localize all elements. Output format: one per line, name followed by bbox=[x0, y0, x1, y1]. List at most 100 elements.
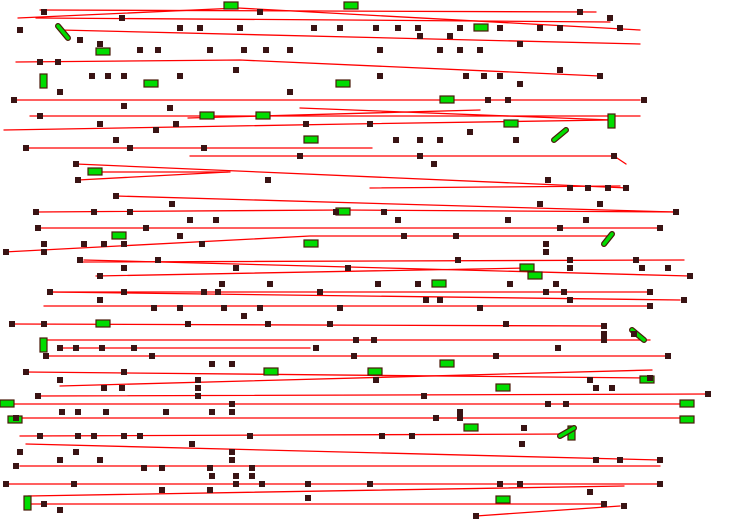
pad bbox=[0, 399, 15, 408]
pin-node bbox=[393, 137, 399, 143]
wire-route bbox=[25, 371, 651, 379]
wire-route bbox=[39, 9, 597, 13]
pin-node bbox=[209, 361, 215, 367]
pin-node bbox=[101, 385, 107, 391]
pin-node bbox=[37, 433, 43, 439]
wire-route bbox=[299, 107, 613, 121]
pin-node bbox=[457, 409, 463, 415]
pin-node bbox=[437, 297, 443, 303]
pin-node bbox=[567, 257, 573, 263]
wire-route bbox=[19, 433, 571, 437]
pin-node bbox=[585, 185, 591, 191]
pin-node bbox=[127, 145, 133, 151]
pin-node bbox=[71, 481, 77, 487]
pin-node bbox=[557, 25, 563, 31]
pin-node bbox=[259, 481, 265, 487]
pin-node bbox=[41, 501, 47, 507]
pin-node bbox=[417, 137, 423, 143]
pin-node bbox=[185, 321, 191, 327]
angled-pad-core bbox=[602, 232, 614, 246]
pin-node bbox=[457, 25, 463, 31]
pin-node bbox=[169, 201, 175, 207]
pad bbox=[431, 279, 447, 288]
pad bbox=[495, 495, 511, 504]
pin-node bbox=[77, 257, 83, 263]
pin-node bbox=[43, 353, 49, 359]
pin-node bbox=[209, 409, 215, 415]
wire-route bbox=[79, 259, 685, 263]
pin-node bbox=[3, 249, 9, 255]
pin-node bbox=[317, 289, 323, 295]
pad bbox=[95, 47, 111, 56]
pin-node bbox=[35, 225, 41, 231]
pad bbox=[343, 1, 359, 10]
pin-layer bbox=[3, 9, 711, 519]
pin-node bbox=[41, 321, 47, 327]
angled-pad-core bbox=[552, 128, 568, 142]
pin-node bbox=[423, 297, 429, 303]
pin-node bbox=[705, 391, 711, 397]
pin-node bbox=[605, 185, 611, 191]
pad bbox=[503, 119, 519, 128]
pin-node bbox=[265, 321, 271, 327]
pin-node bbox=[379, 433, 385, 439]
pin-node bbox=[195, 385, 201, 391]
pin-node bbox=[177, 25, 183, 31]
pin-node bbox=[177, 73, 183, 79]
pin-node bbox=[421, 393, 427, 399]
pin-node bbox=[149, 353, 155, 359]
pin-node bbox=[57, 345, 63, 351]
pin-node bbox=[189, 441, 195, 447]
pin-node bbox=[473, 513, 479, 519]
pin-node bbox=[417, 153, 423, 159]
pad bbox=[111, 231, 127, 240]
pin-node bbox=[641, 97, 647, 103]
pin-node bbox=[267, 281, 273, 287]
pin-node bbox=[463, 73, 469, 79]
pin-node bbox=[617, 457, 623, 463]
pad bbox=[463, 423, 479, 432]
wire-route bbox=[25, 443, 661, 461]
pad bbox=[199, 111, 215, 120]
pin-node bbox=[567, 185, 573, 191]
pin-node bbox=[3, 481, 9, 487]
pin-node bbox=[505, 217, 511, 223]
pin-node bbox=[395, 217, 401, 223]
pin-node bbox=[611, 153, 617, 159]
angled-pad-core bbox=[558, 426, 576, 438]
pin-node bbox=[545, 177, 551, 183]
pin-node bbox=[457, 415, 463, 421]
pin-node bbox=[513, 137, 519, 143]
pin-node bbox=[519, 441, 525, 447]
wire-layer bbox=[3, 7, 709, 517]
pad bbox=[263, 367, 279, 376]
pin-node bbox=[121, 433, 127, 439]
pin-node bbox=[131, 345, 137, 351]
wire-route bbox=[475, 505, 621, 517]
pin-node bbox=[143, 225, 149, 231]
pin-node bbox=[23, 145, 29, 151]
pin-node bbox=[101, 241, 107, 247]
pin-node bbox=[377, 73, 383, 79]
pin-node bbox=[431, 161, 437, 167]
pin-node bbox=[665, 265, 671, 271]
pin-node bbox=[647, 303, 653, 309]
pin-node bbox=[229, 449, 235, 455]
pin-node bbox=[601, 337, 607, 343]
pad bbox=[39, 337, 48, 353]
wire-route bbox=[83, 259, 691, 277]
pin-node bbox=[37, 59, 43, 65]
wire-route bbox=[59, 369, 653, 387]
pin-node bbox=[33, 209, 39, 215]
pin-node bbox=[97, 41, 103, 47]
pin-node bbox=[497, 25, 503, 31]
pin-node bbox=[601, 331, 607, 337]
pin-node bbox=[97, 457, 103, 463]
pin-node bbox=[97, 121, 103, 127]
pin-node bbox=[371, 337, 377, 343]
pin-node bbox=[417, 33, 423, 39]
pin-node bbox=[631, 331, 637, 337]
pin-node bbox=[155, 47, 161, 53]
pin-node bbox=[141, 465, 147, 471]
pin-node bbox=[257, 305, 263, 311]
